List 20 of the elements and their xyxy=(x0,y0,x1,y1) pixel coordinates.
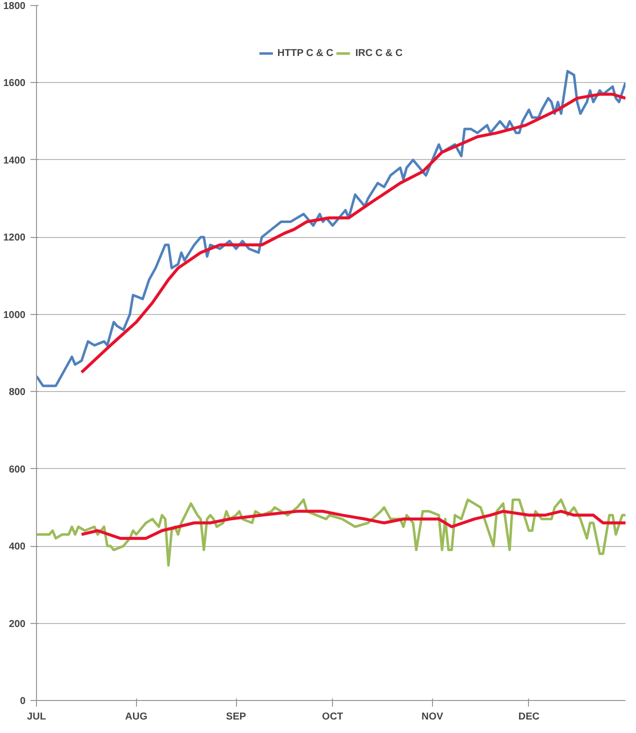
line-series xyxy=(80,510,626,540)
x-tick-label: DEC xyxy=(518,712,540,722)
y-tick-label: 600 xyxy=(8,464,26,476)
y-tick-label: 1200 xyxy=(3,232,26,244)
y-tick-label: 1400 xyxy=(3,155,26,166)
x-tick-label: NOV xyxy=(422,712,444,722)
x-tick-label: SEP xyxy=(226,712,246,722)
y-tick-label: 400 xyxy=(8,542,26,553)
line-series xyxy=(80,92,626,374)
y-tick-label: 0 xyxy=(20,696,26,707)
y-tick-label: 1800 xyxy=(3,1,26,12)
y-tick-label: 200 xyxy=(8,618,26,630)
legend-label: IRC C & C xyxy=(355,48,403,58)
x-tick-label: JUL xyxy=(27,712,46,722)
legend-label: HTTP C & C xyxy=(277,48,334,58)
x-tick-label: AUG xyxy=(125,712,148,722)
y-tick-label: 800 xyxy=(8,387,26,398)
x-tick-label: OCT xyxy=(322,712,344,722)
y-tick-label: 1600 xyxy=(3,78,26,90)
y-tick-label: 1000 xyxy=(3,310,26,321)
